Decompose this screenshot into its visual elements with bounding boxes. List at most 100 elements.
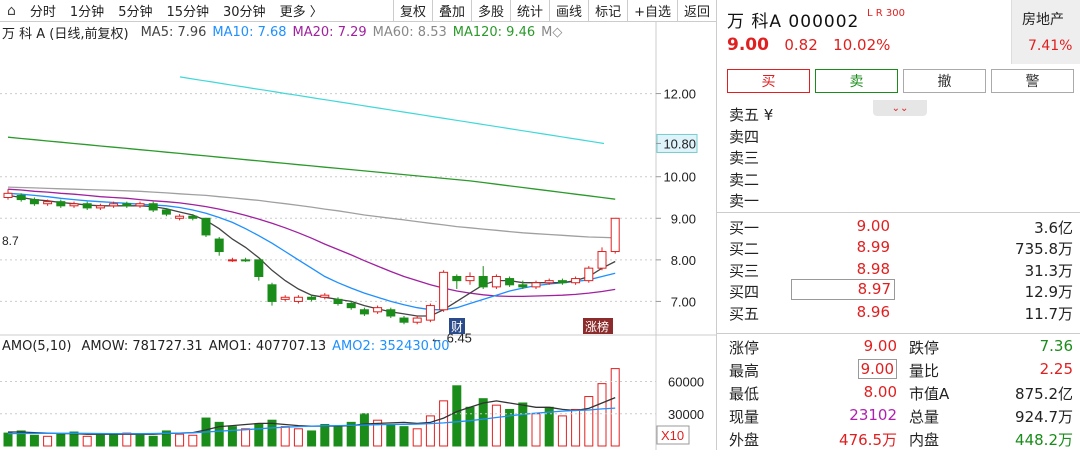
candle-body xyxy=(201,217,211,236)
period-selector: ⌂ 分时 1分钟 5分钟 15分钟 30分钟 更多 〉 xyxy=(0,0,393,21)
stat-value-boxed: 9.00 xyxy=(857,359,897,379)
candle-body xyxy=(518,284,528,288)
kline-chart-area[interactable]: 12.00 10.80 10.00 9.00 8.00 7.00 60000 30000 X1… xyxy=(0,22,716,450)
bid-volume: 735.8万 xyxy=(1015,240,1073,258)
amo-bar xyxy=(571,408,581,447)
candle-body xyxy=(557,280,567,284)
kline-chart[interactable]: 12.00 10.80 10.00 9.00 8.00 7.00 60000 30000 X1… xyxy=(0,22,716,450)
amo-tick-label: 30000 xyxy=(668,407,704,422)
price-tick-label: 7.00 xyxy=(671,294,696,309)
stock-header: 万 科A 000002 L R 300 9.00 0.82 10.02% 房地产… xyxy=(717,0,1080,64)
sector-name: 房地产 xyxy=(1022,12,1064,28)
amo-bar xyxy=(16,430,26,447)
stats-row: 最低 8.00 市值A 875.2亿 xyxy=(717,380,1080,403)
candle-body xyxy=(29,199,39,205)
bid-row-2[interactable]: 买二 8.99 735.8万 xyxy=(717,236,1080,258)
stat-value: 875.2亿 xyxy=(1015,385,1073,403)
amo-bar xyxy=(373,419,383,447)
bid-row-5[interactable]: 买五 8.96 11.7万 xyxy=(717,301,1080,323)
ma20-line xyxy=(7,188,616,298)
statistics-button[interactable]: 统计 xyxy=(510,0,549,21)
double-chevron-down-icon[interactable]: ⌄⌄ xyxy=(873,100,927,116)
amo-bar xyxy=(82,435,92,447)
price-tick-label: 10.00 xyxy=(663,170,696,185)
back-button[interactable]: 返回 xyxy=(676,0,716,21)
ask-row-2[interactable]: 卖二 xyxy=(717,167,1080,189)
amo-bar xyxy=(610,368,620,447)
ask-row-1[interactable]: 卖一 xyxy=(717,188,1080,210)
fin-badge-bg xyxy=(449,318,465,334)
candle-body xyxy=(3,192,13,198)
price-tick-label: 9.00 xyxy=(671,211,696,226)
ma10-line xyxy=(7,192,616,311)
amo-unit: X10 xyxy=(661,428,684,443)
buy-button[interactable]: 买 xyxy=(727,69,810,93)
candle-body xyxy=(452,275,462,282)
bid-label: 买四 xyxy=(729,283,760,301)
candle-body xyxy=(465,275,475,282)
multi-stock-button[interactable]: 多股 xyxy=(471,0,510,21)
period-tab-5min[interactable]: 5分钟 xyxy=(118,5,153,20)
period-tab-15min[interactable]: 15分钟 xyxy=(166,5,210,20)
bid-label: 买五 xyxy=(729,304,760,323)
candle-body xyxy=(505,278,515,286)
restore-rights-button[interactable]: 复权 xyxy=(392,0,432,21)
candle-body xyxy=(148,203,158,211)
bid-row-1[interactable]: 买一 9.00 3.6亿 xyxy=(717,215,1080,237)
candle-body xyxy=(412,317,422,323)
stock-price: 9.00 xyxy=(727,35,769,55)
ma-legend: 万 科 A (日线,前复权) MA5: 7.96 MA10: 7.68 MA20… xyxy=(2,23,562,42)
amo-unit-box xyxy=(656,425,690,445)
amo-bar xyxy=(544,406,554,447)
candle-body xyxy=(135,203,145,207)
amo-bar xyxy=(307,430,317,447)
mark-button[interactable]: 标记 xyxy=(588,0,627,21)
low-price-marker: ← 6.45 xyxy=(430,330,472,345)
candle-body xyxy=(227,259,237,262)
bid-row-3[interactable]: 买三 8.98 31.3万 xyxy=(717,258,1080,280)
draw-line-button[interactable]: 画线 xyxy=(549,0,588,21)
overlay-button[interactable]: 叠加 xyxy=(432,0,471,21)
stat-label: 最低 xyxy=(729,385,760,403)
candle-body xyxy=(491,275,501,288)
amo-bar xyxy=(557,415,567,447)
candle-body xyxy=(241,259,251,262)
stat-value: 8.00 xyxy=(863,383,897,401)
ask-row-3[interactable]: 卖三 xyxy=(717,145,1080,167)
ask-label: 卖三 xyxy=(729,149,760,167)
bid-price: 8.97 xyxy=(791,279,895,300)
candle-body xyxy=(544,280,554,284)
amo-bar xyxy=(293,428,303,447)
legend-more[interactable]: M◇ xyxy=(541,25,563,40)
period-tab-1min[interactable]: 1分钟 xyxy=(69,5,105,20)
period-tab-intraday[interactable]: 分时 xyxy=(29,5,56,20)
ask-row-5[interactable]: 卖五 ¥ xyxy=(717,102,1080,124)
candle-body xyxy=(267,284,277,302)
stat-label: 现量 xyxy=(729,408,760,426)
candle-body xyxy=(43,201,53,205)
add-watchlist-button[interactable]: +自选 xyxy=(627,0,677,21)
amo-bar xyxy=(29,434,39,447)
quote-stats: 涨停 9.00 跌停 7.36 最高 9.00 量比 2.25 最低 8.00 … xyxy=(717,333,1080,449)
period-tab-more[interactable]: 更多 〉 xyxy=(279,5,323,20)
candle-body xyxy=(16,194,26,201)
book-divider xyxy=(717,211,1080,213)
cancel-order-button[interactable]: 撤 xyxy=(903,69,986,93)
candle-body xyxy=(359,309,369,315)
zt-badge: 涨榜 xyxy=(585,319,609,334)
stat-label: 量比 xyxy=(909,362,940,380)
stat-label: 外盘 xyxy=(729,431,760,449)
alert-button[interactable]: 警 xyxy=(991,69,1074,93)
sell-button[interactable]: 卖 xyxy=(815,69,898,93)
ask-row-4[interactable]: 卖四 xyxy=(717,124,1080,146)
period-tab-30min[interactable]: 30分钟 xyxy=(223,5,266,20)
amo-bar xyxy=(56,433,66,447)
sector-box[interactable]: 房地产 7.41% xyxy=(1011,0,1080,64)
amo-bar xyxy=(175,433,185,447)
home-icon[interactable]: ⌂ xyxy=(7,2,16,19)
bid-row-4[interactable]: 买四 8.97 12.9万 xyxy=(717,279,1080,301)
legend-ma60: MA60: 8.53 xyxy=(372,25,447,40)
amo-bar xyxy=(69,431,79,447)
candle-body xyxy=(69,203,79,207)
stat-label: 总量 xyxy=(909,408,940,426)
